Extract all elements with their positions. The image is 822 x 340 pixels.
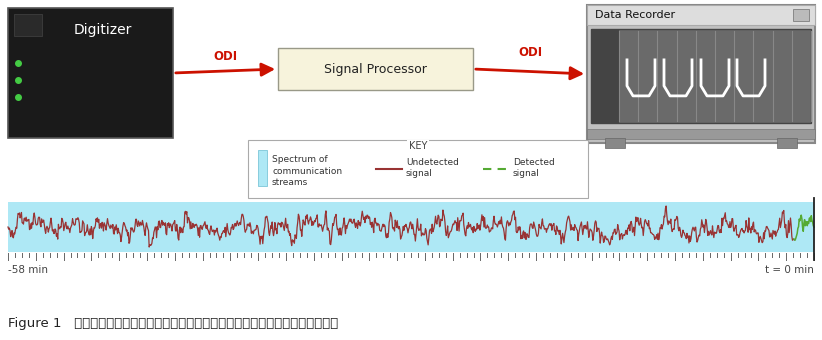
Bar (248, 140, 588, 198)
Bar (591, 29, 811, 123)
Bar (258, 150, 267, 186)
Bar (793, 9, 809, 21)
Bar (587, 5, 815, 143)
Bar (591, 29, 619, 123)
Bar (8, 202, 814, 252)
Text: -58 min: -58 min (8, 265, 48, 275)
Bar (587, 5, 815, 25)
Bar (587, 129, 815, 139)
Bar (14, 14, 42, 36)
Text: Digitizer: Digitizer (73, 23, 132, 37)
Bar (605, 138, 625, 148)
Bar (777, 138, 797, 148)
Text: Undetected
signal: Undetected signal (406, 158, 459, 178)
Bar (8, 8, 173, 138)
Text: Spectrum of
communication
streams: Spectrum of communication streams (272, 155, 342, 187)
Text: Figure 1   未検出信号（赤）と検出信号（緑）を含む、通信タイプのスペクトル表現: Figure 1 未検出信号（赤）と検出信号（緑）を含む、通信タイプのスペクトル… (8, 317, 338, 330)
Text: Detected
signal: Detected signal (513, 158, 555, 178)
Text: Data Recorder: Data Recorder (595, 10, 675, 20)
Text: KEY: KEY (409, 141, 427, 151)
Text: Signal Processor: Signal Processor (324, 63, 427, 75)
Text: ODI: ODI (214, 50, 238, 63)
Text: ODI: ODI (518, 46, 542, 59)
Text: t = 0 min: t = 0 min (765, 265, 814, 275)
Bar (278, 48, 473, 90)
